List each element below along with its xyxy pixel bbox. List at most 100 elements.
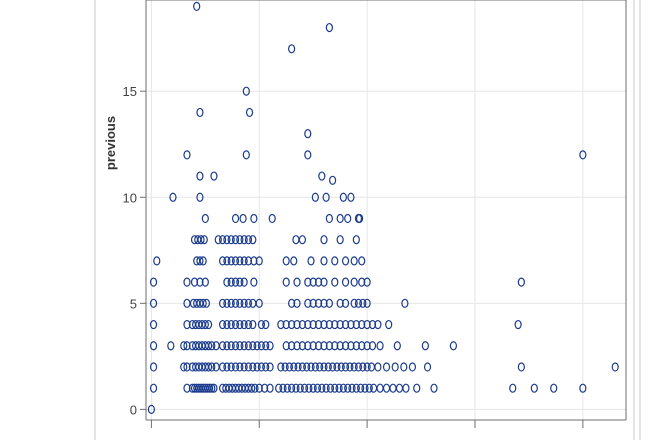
data-point — [363, 277, 371, 287]
data-point — [236, 256, 244, 266]
data-point — [231, 362, 240, 372]
data-point — [231, 298, 240, 308]
data-point — [509, 383, 517, 393]
data-point — [300, 383, 309, 393]
data-point — [401, 298, 409, 308]
data-point — [320, 298, 328, 308]
data-point — [298, 235, 307, 245]
data-point — [341, 362, 350, 372]
data-point — [333, 362, 341, 372]
data-point — [314, 277, 323, 287]
data-point — [324, 362, 332, 372]
data-point — [358, 277, 366, 287]
data-point — [277, 319, 285, 330]
data-point — [320, 341, 328, 351]
data-point — [227, 319, 235, 330]
data-point — [293, 319, 301, 330]
data-point — [579, 150, 587, 160]
data-point — [236, 362, 244, 372]
data-point — [288, 383, 296, 393]
data-point — [320, 319, 328, 330]
data-point — [341, 319, 350, 330]
data-point — [314, 298, 323, 308]
data-point — [305, 383, 313, 393]
data-point — [517, 277, 525, 287]
data-point — [292, 235, 300, 245]
data-point — [369, 383, 378, 393]
data-point — [355, 213, 364, 224]
data-point — [309, 319, 317, 330]
data-point — [223, 362, 231, 372]
data-point — [255, 256, 263, 266]
data-point — [298, 319, 307, 330]
data-point — [283, 383, 291, 393]
data-point — [347, 341, 355, 351]
data-point — [293, 298, 301, 308]
data-point — [227, 362, 235, 372]
data-point — [218, 362, 227, 372]
gridlines — [146, 0, 626, 420]
data-point — [231, 235, 240, 245]
data-point — [374, 319, 382, 330]
data-point — [210, 171, 218, 181]
data-point — [314, 319, 323, 330]
data-point — [218, 298, 227, 308]
data-point — [240, 298, 248, 308]
data-point — [245, 107, 254, 118]
data-point — [336, 213, 344, 224]
y-axis-label: previous — [103, 116, 118, 170]
data-point — [313, 383, 322, 393]
data-point — [149, 362, 158, 372]
data-point — [320, 235, 328, 245]
data-point — [250, 256, 258, 266]
data-point — [423, 362, 432, 372]
data-point — [309, 298, 317, 308]
data-point — [249, 341, 257, 351]
data-point — [196, 192, 204, 202]
data-point — [227, 298, 235, 308]
data-point — [262, 362, 270, 372]
data-point — [350, 277, 358, 287]
data-point — [358, 319, 366, 330]
data-point — [236, 298, 244, 308]
y-tick-label: 5 — [130, 296, 137, 311]
data-point — [352, 383, 360, 393]
data-point — [331, 277, 339, 287]
data-point — [374, 362, 382, 372]
data-point — [354, 362, 363, 372]
data-point — [331, 341, 339, 351]
data-point — [223, 256, 231, 266]
data-point — [261, 383, 269, 393]
data-point — [514, 319, 522, 330]
y-tick-label: 0 — [130, 402, 137, 417]
data-point — [204, 319, 213, 330]
data-point — [359, 298, 367, 308]
data-point — [530, 383, 538, 393]
data-point — [201, 277, 209, 287]
data-point — [262, 319, 270, 330]
data-point — [153, 256, 161, 266]
data-point — [231, 319, 240, 330]
data-point — [325, 341, 333, 351]
data-point — [183, 383, 191, 393]
data-point — [421, 341, 429, 351]
data-point — [325, 213, 333, 224]
data-point — [329, 175, 337, 185]
data-point — [196, 107, 204, 118]
data-point — [149, 277, 158, 287]
data-point — [199, 298, 207, 308]
data-point — [196, 277, 204, 287]
data-point — [363, 362, 371, 372]
data-point — [251, 383, 259, 393]
data-point — [304, 277, 312, 287]
data-point — [288, 341, 296, 351]
data-point — [282, 256, 290, 266]
data-point — [208, 341, 216, 351]
data-point — [149, 341, 158, 351]
data-point — [201, 319, 209, 330]
data-point — [341, 256, 350, 266]
data-point — [183, 341, 191, 351]
data-point — [307, 362, 315, 372]
data-point — [314, 341, 323, 351]
data-point — [408, 362, 417, 372]
